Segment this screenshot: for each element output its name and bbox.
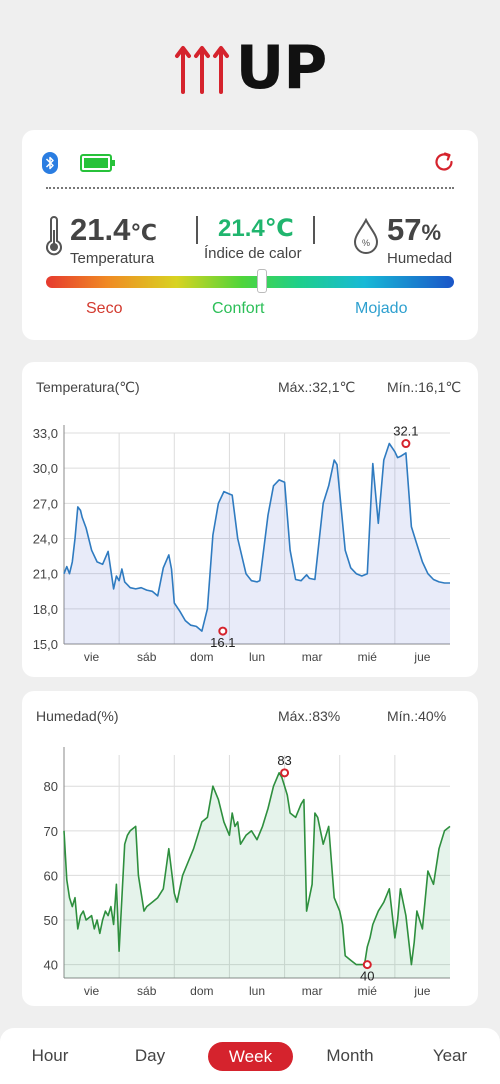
y-tick-label: 24,0 [33,532,58,547]
temperature-value: 21.4℃ [70,212,157,247]
refresh-icon[interactable] [432,150,456,174]
separator [196,216,198,244]
series-area [64,772,450,978]
y-tick-label: 80 [44,779,58,794]
y-tick-label: 70 [44,824,58,839]
tab-month[interactable]: Month [326,1046,374,1065]
separator [313,216,315,244]
x-tick-label: jue [413,984,430,998]
min-point-label: 40 [360,969,374,984]
series-line [63,772,451,966]
min-marker [218,626,228,636]
humidity-value: 57% [387,212,442,247]
x-tick-label: mar [302,650,323,664]
y-tick-label: 18,0 [33,602,58,617]
level-dry-label: Seco [86,300,123,317]
temperature-chart-card: Temperatura(℃) Máx.:32,1℃ Mín.:16,1℃ 15,… [22,362,478,677]
x-tick-label: vie [84,650,100,664]
x-tick-label: mié [358,984,378,998]
x-tick-label: mar [302,984,323,998]
max-point-label: 83 [277,753,291,768]
chart-min-label: Mín.:40% [387,708,447,724]
x-tick-label: vie [84,984,100,998]
y-tick-label: 50 [44,913,58,928]
min-point-label: 16.1 [210,635,235,650]
x-tick-label: jue [413,650,430,664]
temperature-label: Temperatura [70,250,155,267]
humidity-chart-card: Humedad(%) Máx.:83% Mín.:40% 40 50 60 70 80 v… [22,691,478,1006]
level-wet-label: Mojado [355,300,408,317]
bluetooth-icon[interactable] [42,152,58,174]
chart-title: Temperatura(℃) [36,379,140,395]
chart-title: Humedad(%) [36,708,119,724]
humidity-chart: 40 50 60 70 80 vie sáb dom lun mar mié jue 83 40 [44,747,451,998]
min-marker [362,960,372,970]
chart-max-label: Máx.:83% [278,708,341,724]
x-tick-label: dom [190,650,213,664]
humidity-label: Humedad [387,250,453,267]
max-marker [280,768,290,778]
y-tick-label: 33,0 [33,426,58,441]
y-tick-label: 40 [44,958,58,973]
svg-text:%: % [362,238,370,248]
heat-index-label: Índice de calor [204,245,302,262]
y-tick-label: 15,0 [33,637,58,652]
divider [46,187,454,189]
series-line [63,442,450,632]
status-card: 21.4℃ Temperatura 21.4℃ Índice de calor … [22,130,478,340]
y-tick-label: 60 [44,868,58,883]
heat-index-value: 21.4℃ [218,215,294,242]
y-tick-label: 27,0 [33,496,58,511]
temperature-chart: 15,0 18,0 21,0 24,0 27,0 30,0 33,0 vie sáb dom lun… [33,424,450,664]
x-tick-label: sáb [137,650,157,664]
period-tab-bar: Hour Day Week Month Year [0,1028,500,1084]
level-comfort-label: Confort [212,300,265,317]
series-area [64,443,450,644]
tab-week[interactable]: Week [208,1042,293,1071]
comfort-gradient-bar [46,276,454,288]
thermometer-icon [46,216,62,256]
chart-min-label: Mín.:16,1℃ [387,379,462,395]
tab-hour[interactable]: Hour [31,1046,69,1065]
app-logo: UP [0,38,500,98]
battery-full-icon [80,154,115,172]
x-tick-label: sáb [137,984,157,998]
tab-day[interactable]: Day [134,1046,166,1065]
humidity-drop-icon: % [353,218,379,254]
tab-year[interactable]: Year [432,1046,468,1065]
x-tick-label: lun [249,984,265,998]
x-tick-label: lun [249,650,265,664]
logo-text: UP [235,33,328,103]
triple-arrow-icon [174,46,229,94]
max-point-label: 32.1 [393,424,418,439]
x-tick-label: dom [190,984,213,998]
comfort-indicator [257,269,268,293]
y-tick-label: 21,0 [33,567,58,582]
max-marker [401,439,411,449]
y-tick-label: 30,0 [33,461,58,476]
x-tick-label: mié [358,650,378,664]
chart-max-label: Máx.:32,1℃ [278,379,356,395]
